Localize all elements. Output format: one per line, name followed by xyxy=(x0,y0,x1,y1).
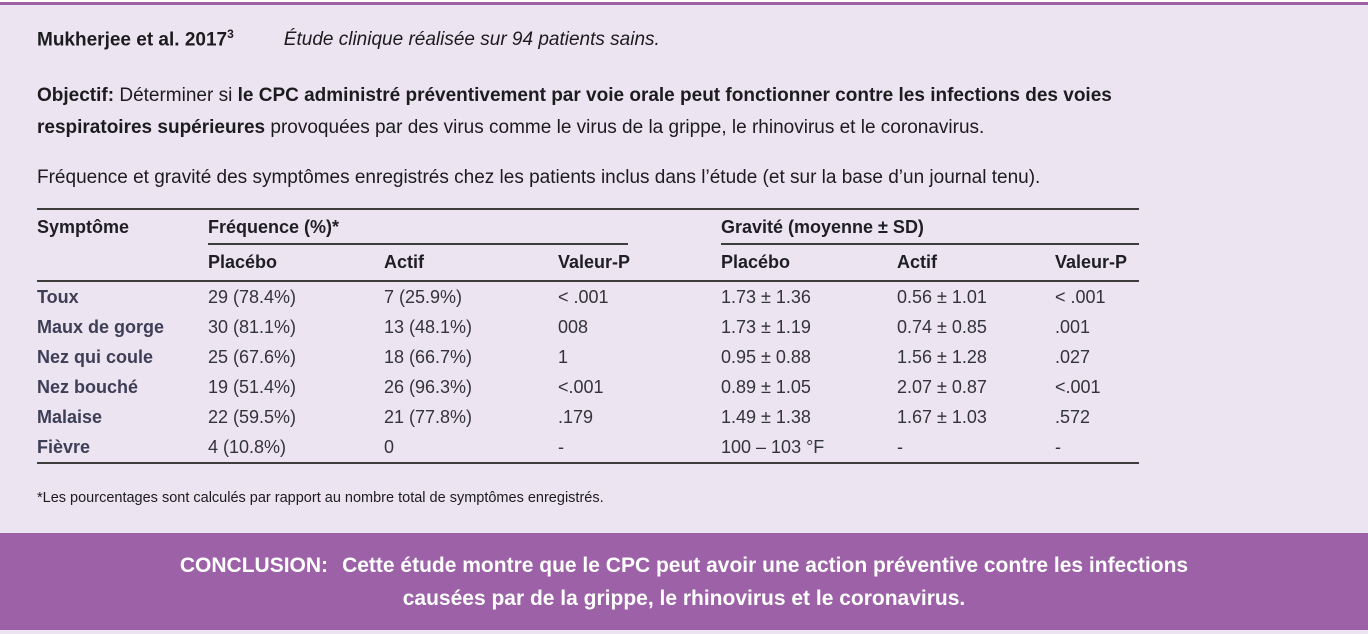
subheader-sev-actif: Actif xyxy=(897,252,937,273)
objective-text-1: Déterminer si xyxy=(114,85,238,107)
study-reference: Mukherjee et al. 20173 xyxy=(37,22,234,52)
cell: - xyxy=(897,436,903,457)
cell: < .001 xyxy=(558,286,609,307)
table-rule-header-bottom xyxy=(37,280,1139,283)
row-symptom: Fièvre xyxy=(37,436,91,457)
cell: 1.56 ± 1.28 xyxy=(897,346,987,367)
cell: 0.89 ± 1.05 xyxy=(721,376,811,397)
col-header-symptom: Symptôme xyxy=(37,217,130,238)
cell: 1.73 ± 1.36 xyxy=(721,286,811,307)
cell: 21 (77.8%) xyxy=(384,406,473,427)
cell: 1 xyxy=(558,346,569,367)
conclusion-banner: CONCLUSION: Cette étude montre que le CPC… xyxy=(0,533,1368,630)
cell: 4 (10.8%) xyxy=(208,436,287,457)
table-rule-bottom xyxy=(37,462,1139,465)
row-symptom: Nez qui coule xyxy=(37,346,154,367)
group-underline-frequency xyxy=(208,243,628,246)
cell: < .001 xyxy=(1055,286,1106,307)
cell: - xyxy=(1055,436,1061,457)
objective-bold-line1: le CPC administré préventivement par voi… xyxy=(237,85,1112,107)
objective-paragraph: Objectif: Déterminer si le CPC administr… xyxy=(37,80,1338,144)
symptoms-table: Symptôme Fréquence (%)* Gravité (moyenne… xyxy=(37,208,1139,465)
objective-bold-line2: respiratoires supérieures xyxy=(37,117,266,139)
cell: 2.07 ± 0.87 xyxy=(897,376,987,397)
table-row: Nez qui coule 25 (67.6%) 18 (66.7%) 1 0.… xyxy=(37,342,1139,372)
cell: 25 (67.6%) xyxy=(208,346,297,367)
objective-label: Objectif: xyxy=(37,85,115,107)
row-symptom: Maux de gorge xyxy=(37,316,165,337)
reference-superscript: 3 xyxy=(227,27,234,41)
row-symptom: Toux xyxy=(37,286,79,307)
cell: <.001 xyxy=(1055,376,1101,397)
page-content: Mukherjee et al. 20173 Étude clinique ré… xyxy=(0,5,1368,506)
group-header-severity: Gravité (moyenne ± SD) xyxy=(721,210,1139,246)
subheader-freq-pvalue: Valeur-P xyxy=(558,252,631,273)
subheader-sev-pvalue: Valeur-P xyxy=(1055,252,1128,273)
cell: .027 xyxy=(1055,346,1091,367)
cell: 26 (96.3%) xyxy=(384,376,473,397)
group-header-severity-label: Gravité (moyenne ± SD) xyxy=(721,217,924,238)
cell: 19 (51.4%) xyxy=(208,376,297,397)
study-description: Étude clinique réalisée sur 94 patients … xyxy=(283,29,660,51)
subheader-freq-placebo: Placébo xyxy=(208,252,278,273)
cell: .179 xyxy=(558,406,594,427)
top-accent-line xyxy=(0,2,1368,5)
group-header-frequency: Fréquence (%)* xyxy=(208,210,721,246)
cell: 30 (81.1%) xyxy=(208,316,297,337)
row-symptom: Malaise xyxy=(37,406,103,427)
cell: .572 xyxy=(1055,406,1091,427)
cell: 1.73 ± 1.19 xyxy=(721,316,811,337)
cell: 1.49 ± 1.38 xyxy=(721,406,811,427)
row-symptom: Nez bouché xyxy=(37,376,139,397)
subheader-sev-placebo: Placébo xyxy=(721,252,791,273)
objective-text-3: provoquées par des virus comme le virus … xyxy=(265,117,985,139)
subheader-freq-actif: Actif xyxy=(384,252,424,273)
study-heading: Mukherjee et al. 20173 Étude clinique ré… xyxy=(37,22,1338,52)
cell: 22 (59.5%) xyxy=(208,406,297,427)
cell: 7 (25.9%) xyxy=(384,286,463,307)
conclusion-label: CONCLUSION: xyxy=(179,553,329,577)
table-caption: Fréquence et gravité des symptômes enreg… xyxy=(37,167,1041,189)
cell: 18 (66.7%) xyxy=(384,346,473,367)
conclusion-text-1: Cette étude montre que le CPC peut avoir… xyxy=(342,553,1189,577)
table-row: Maux de gorge 30 (81.1%) 13 (48.1%) 008 … xyxy=(37,312,1139,342)
group-underline-severity xyxy=(721,243,1139,246)
cell: 29 (78.4%) xyxy=(208,286,297,307)
table-row: Nez bouché 19 (51.4%) 26 (96.3%) <.001 0… xyxy=(37,372,1139,402)
cell: 008 xyxy=(558,316,589,337)
table-row: Fièvre 4 (10.8%) 0 - 100 – 103 °F - - xyxy=(37,432,1139,462)
cell: 13 (48.1%) xyxy=(384,316,473,337)
cell: 1.67 ± 1.03 xyxy=(897,406,987,427)
cell: .001 xyxy=(1055,316,1091,337)
table-subheader-row: Placébo Actif Valeur-P Placébo Actif Val… xyxy=(37,245,1139,280)
conclusion-line-2: causées par de la grippe, le rhinovirus … xyxy=(402,586,966,610)
cell: - xyxy=(558,436,564,457)
cell: <.001 xyxy=(558,376,604,397)
table-rule-top xyxy=(37,208,1139,211)
group-header-frequency-label: Fréquence (%)* xyxy=(208,217,340,238)
table-footnote: *Les pourcentages sont calculés par rapp… xyxy=(37,490,604,507)
cell: 0.56 ± 1.01 xyxy=(897,286,987,307)
top-white-strip xyxy=(0,0,1368,2)
cell: 0.74 ± 0.85 xyxy=(897,316,987,337)
table-row: Malaise 22 (59.5%) 21 (77.8%) .179 1.49 … xyxy=(37,402,1139,432)
cell: 100 – 103 °F xyxy=(721,436,825,457)
study-reference-text: Mukherjee et al. 2017 xyxy=(37,29,228,51)
conclusion-line-1: CONCLUSION: Cette étude montre que le CPC… xyxy=(0,549,1368,582)
table-row: Toux 29 (78.4%) 7 (25.9%) < .001 1.73 ± … xyxy=(37,282,1139,312)
table-group-header-row: Symptôme Fréquence (%)* Gravité (moyenne… xyxy=(37,210,1139,246)
cell: 0 xyxy=(384,436,395,457)
cell: 0.95 ± 0.88 xyxy=(721,346,811,367)
